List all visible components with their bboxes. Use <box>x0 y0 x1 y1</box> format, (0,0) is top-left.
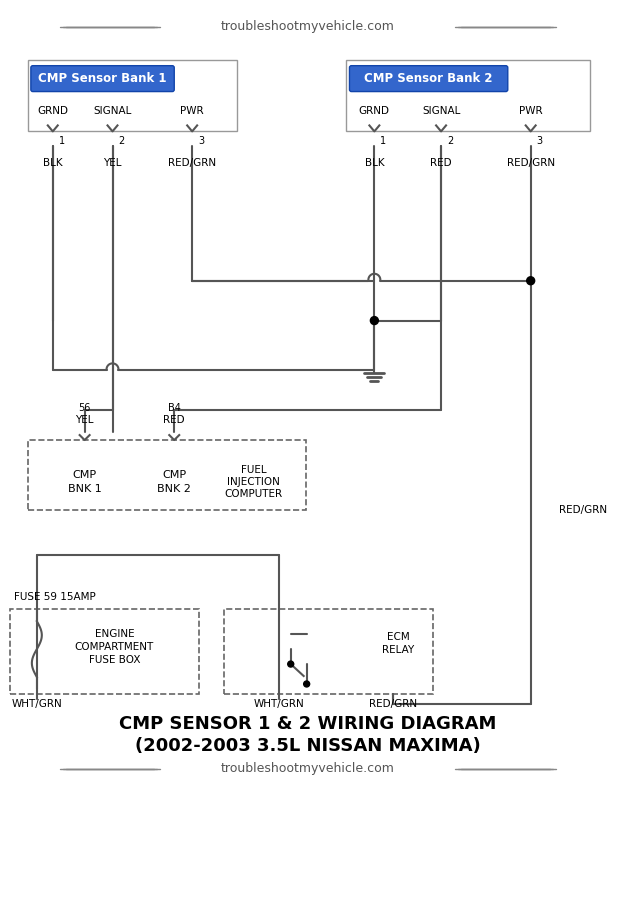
Text: GRND: GRND <box>37 106 68 116</box>
Circle shape <box>303 681 310 687</box>
Text: COMPARTMENT: COMPARTMENT <box>75 642 154 652</box>
Text: RED/GRN: RED/GRN <box>507 158 555 168</box>
Text: 56: 56 <box>78 403 91 413</box>
Text: FUSE 59 15AMP: FUSE 59 15AMP <box>14 592 96 602</box>
Text: CMP Sensor Bank 2: CMP Sensor Bank 2 <box>364 72 493 86</box>
Bar <box>10 609 199 694</box>
Text: BNK 1: BNK 1 <box>68 484 101 494</box>
Circle shape <box>527 277 535 284</box>
FancyBboxPatch shape <box>349 66 508 92</box>
Text: CMP: CMP <box>162 470 186 480</box>
Text: YEL: YEL <box>75 415 94 425</box>
Bar <box>28 59 237 131</box>
Text: CMP: CMP <box>72 470 96 480</box>
Text: B4: B4 <box>168 403 180 413</box>
Text: troubleshootmyvehicle.com: troubleshootmyvehicle.com <box>221 21 394 33</box>
Text: ECM: ECM <box>387 632 410 643</box>
Text: 2: 2 <box>119 136 125 147</box>
Text: SIGNAL: SIGNAL <box>422 106 460 116</box>
Text: YEL: YEL <box>103 158 122 168</box>
Text: CMP SENSOR 1 & 2 WIRING DIAGRAM: CMP SENSOR 1 & 2 WIRING DIAGRAM <box>119 715 496 733</box>
FancyBboxPatch shape <box>31 66 174 92</box>
Text: PWR: PWR <box>180 106 204 116</box>
Bar <box>28 440 306 509</box>
Text: 3: 3 <box>536 136 543 147</box>
Text: ENGINE: ENGINE <box>95 629 134 639</box>
Text: 3: 3 <box>198 136 205 147</box>
Text: WHT/GRN: WHT/GRN <box>12 699 62 709</box>
Text: CMP Sensor Bank 1: CMP Sensor Bank 1 <box>38 72 167 86</box>
Text: SIGNAL: SIGNAL <box>93 106 132 116</box>
Bar <box>347 59 590 131</box>
Circle shape <box>370 317 378 325</box>
Text: RED/GRN: RED/GRN <box>559 505 607 515</box>
Text: BNK 2: BNK 2 <box>158 484 191 494</box>
Text: RED: RED <box>430 158 452 168</box>
Text: RED: RED <box>163 415 185 425</box>
Text: WHT/GRN: WHT/GRN <box>253 699 304 709</box>
Text: 1: 1 <box>59 136 65 147</box>
Text: 2: 2 <box>447 136 453 147</box>
Text: INJECTION: INJECTION <box>227 477 281 487</box>
Text: troubleshootmyvehicle.com: troubleshootmyvehicle.com <box>221 762 394 775</box>
Text: BLK: BLK <box>43 158 62 168</box>
Text: RED/GRN: RED/GRN <box>369 699 417 709</box>
Text: GRND: GRND <box>359 106 390 116</box>
Text: RELAY: RELAY <box>382 645 415 655</box>
Text: FUSE BOX: FUSE BOX <box>89 655 140 665</box>
Text: (2002-2003 3.5L NISSAN MAXIMA): (2002-2003 3.5L NISSAN MAXIMA) <box>135 737 481 755</box>
Text: COMPUTER: COMPUTER <box>225 489 283 499</box>
Bar <box>224 609 433 694</box>
Circle shape <box>288 662 294 667</box>
Text: BLK: BLK <box>365 158 384 168</box>
Text: 1: 1 <box>380 136 386 147</box>
Text: FUEL: FUEL <box>241 465 267 475</box>
Text: RED/GRN: RED/GRN <box>168 158 216 168</box>
Text: PWR: PWR <box>519 106 543 116</box>
